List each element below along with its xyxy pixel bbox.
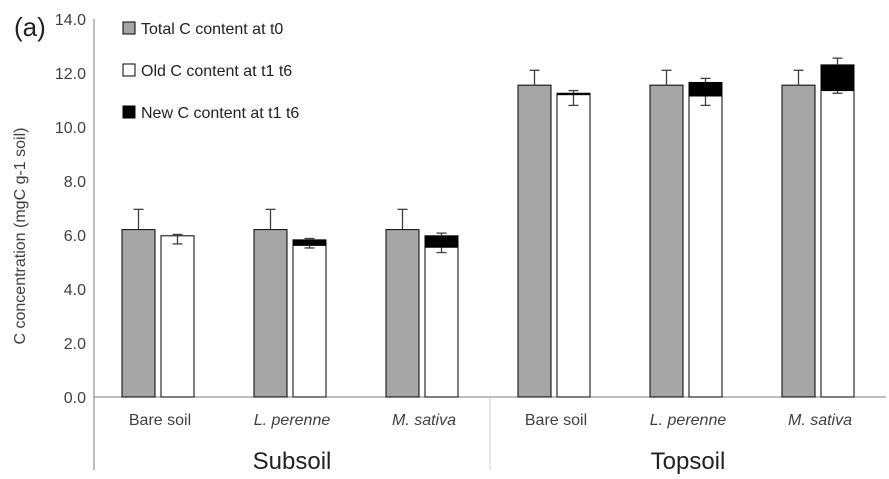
bar-total-t0 bbox=[517, 84, 552, 398]
panel-label: (a) bbox=[14, 12, 46, 42]
legend-label: Total C content at t0 bbox=[141, 21, 283, 38]
bar-new-c bbox=[424, 235, 459, 248]
y-tick-label: 0.0 bbox=[64, 390, 86, 407]
x-tick-label: L. perenne bbox=[650, 412, 727, 429]
group-label: Subsoil bbox=[253, 448, 332, 475]
x-tick-label: L. perenne bbox=[254, 412, 331, 429]
y-tick-label: 6.0 bbox=[64, 228, 86, 245]
chart-legend: Total C content at t0 Old C content at t1… bbox=[122, 21, 299, 122]
legend-swatch bbox=[122, 21, 136, 35]
y-axis-label: C concentration (mgC g-1 soil) bbox=[12, 128, 29, 345]
bar-old-c bbox=[688, 95, 723, 398]
y-tick-label: 2.0 bbox=[64, 336, 86, 353]
x-tick-label: Bare soil bbox=[525, 412, 587, 429]
bar-new-c bbox=[820, 64, 855, 92]
x-tick-label: M. sativa bbox=[788, 412, 852, 429]
y-tick-label: 14.0 bbox=[55, 12, 86, 29]
bar-total-t0 bbox=[253, 229, 288, 398]
legend-swatch bbox=[122, 105, 136, 119]
bar-total-t0 bbox=[649, 84, 684, 398]
bar-total-t0 bbox=[121, 229, 156, 398]
bar-new-c bbox=[556, 92, 591, 96]
bar-old-c bbox=[820, 90, 855, 398]
bar-old-c bbox=[424, 246, 459, 398]
y-tick-label: 8.0 bbox=[64, 174, 86, 191]
y-tick-label: 10.0 bbox=[55, 120, 86, 137]
chart-bars bbox=[121, 57, 855, 398]
chart-axes: 0.0 2.0 4.0 6.0 8.0 10.0 12.0 14.0 bbox=[55, 12, 886, 470]
bar-old-c bbox=[160, 235, 195, 398]
legend-label: New C content at t1 t6 bbox=[141, 105, 299, 122]
bar-old-c bbox=[556, 94, 591, 398]
bar-new-c bbox=[688, 81, 723, 97]
bar-total-t0 bbox=[385, 229, 420, 398]
legend-label: Old C content at t1 t6 bbox=[141, 63, 292, 80]
y-tick-label: 12.0 bbox=[55, 66, 86, 83]
x-tick-label: M. sativa bbox=[392, 412, 456, 429]
x-tick-label: Bare soil bbox=[129, 412, 191, 429]
bar-new-c bbox=[292, 239, 327, 246]
bar-total-t0 bbox=[781, 84, 816, 398]
chart-category-labels: Bare soil L. perenne M. sativa Bare soil L. … bbox=[129, 412, 852, 475]
y-tick-label: 4.0 bbox=[64, 282, 86, 299]
legend-swatch bbox=[122, 63, 136, 77]
group-label: Topsoil bbox=[651, 448, 726, 475]
bar-old-c bbox=[292, 244, 327, 398]
